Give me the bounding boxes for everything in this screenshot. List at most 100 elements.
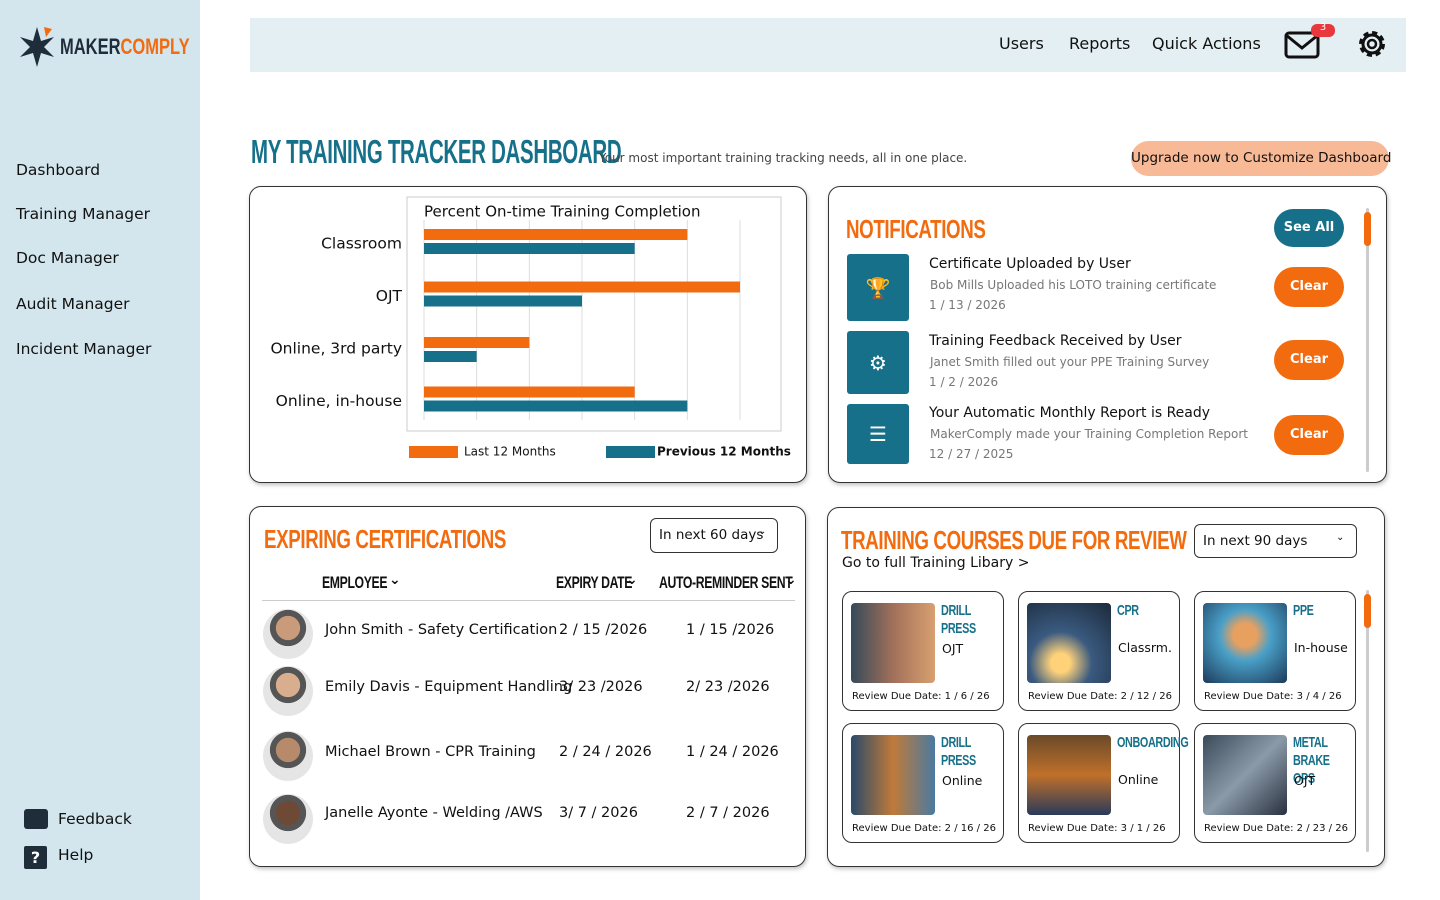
- column-header[interactable]: AUTO-REMINDER SENT: [659, 573, 793, 592]
- header-link[interactable]: Reports: [1069, 34, 1131, 53]
- feedback-icon: [24, 809, 48, 829]
- sidebar: [0, 0, 200, 900]
- category-label: OJT: [376, 287, 403, 305]
- footer-link[interactable]: Help: [58, 846, 94, 864]
- logo-icon: [20, 27, 54, 67]
- nav-item[interactable]: Doc Manager: [16, 249, 119, 267]
- icon-glyph: 🏆: [865, 275, 891, 300]
- mail-icon[interactable]: [1283, 22, 1339, 66]
- reminder-date: 2/ 23 /2026: [686, 679, 770, 695]
- reminder-date: 1 / 15 /2026: [686, 622, 775, 638]
- notification-date: 1 / 2 / 2026: [929, 375, 999, 389]
- notification-date: 1 / 13 / 2026: [929, 298, 1006, 312]
- notification-icon: [847, 331, 909, 394]
- help-mark: ?: [30, 848, 41, 867]
- course-name: CPR: [1117, 602, 1139, 619]
- filter-dropdown[interactable]: In next 60 days: [650, 518, 778, 553]
- filter-dropdown[interactable]: In next 90 days: [1194, 524, 1357, 558]
- chart-title: Percent On-time Training Completion: [424, 203, 700, 221]
- upgrade-button[interactable]: Upgrade now to Customize Dashboard: [1131, 141, 1391, 176]
- reminder-date: 2 / 7 / 2026: [686, 805, 770, 821]
- header-bar: [250, 18, 1406, 72]
- course-type: Online: [1118, 772, 1159, 787]
- chevron: ⌄: [758, 526, 767, 537]
- category-label: Online, in-house: [276, 392, 402, 410]
- clear-button[interactable]: Clear: [1274, 415, 1344, 455]
- nav-item[interactable]: Training Manager: [16, 205, 151, 223]
- settings-icon[interactable]: [1354, 26, 1390, 62]
- legend-swatch: [409, 446, 458, 458]
- scroll-thumb: [1364, 594, 1371, 628]
- course-name: ONBOARDING: [1117, 734, 1189, 751]
- legend-label: Previous 12 Months: [657, 445, 791, 459]
- review-due: Review Due Date: 3 / 4 / 26: [1204, 691, 1342, 702]
- bar: [424, 386, 635, 398]
- icon-glyph: ☰: [869, 422, 887, 446]
- course-image: [851, 735, 935, 815]
- bar: [424, 229, 688, 240]
- notification-title: Your Automatic Monthly Report is Ready: [929, 405, 1211, 421]
- column-header[interactable]: EMPLOYEE: [322, 573, 388, 592]
- category-label: Classroom: [321, 235, 402, 253]
- review-due: Review Due Date: 3 / 1 / 26: [1028, 823, 1166, 834]
- course-type: Online: [942, 773, 983, 788]
- course-image: [1027, 603, 1111, 683]
- legend-label: Last 12 Months: [464, 445, 556, 459]
- page-subtitle: Your most important training tracking ne…: [599, 151, 968, 165]
- employee-cert: Emily Davis - Equipment Handling: [325, 679, 573, 695]
- brand-part: COMPLY: [120, 34, 190, 59]
- course-image: [1203, 735, 1287, 815]
- library-link[interactable]: Go to full Training Libary >: [842, 555, 1030, 571]
- icon-glyph: ⚙: [869, 350, 887, 375]
- scrollbar: [1366, 208, 1369, 472]
- employee-cert: John Smith - Safety Certification: [325, 622, 558, 638]
- see-all-button[interactable]: See All: [1274, 209, 1344, 247]
- reminder-date: 1 / 24 / 2026: [686, 744, 779, 760]
- notification-icon: [847, 254, 909, 321]
- notification-detail: Bob Mills Uploaded his LOTO training cer…: [930, 278, 1217, 292]
- clear-button[interactable]: Clear: [1274, 267, 1344, 307]
- section-title: NOTIFICATIONS: [846, 214, 986, 244]
- course-type: In-house: [1294, 640, 1348, 655]
- notification-date: 12 / 27 / 2025: [929, 447, 1014, 461]
- expiry-date: 3/ 7 / 2026: [559, 805, 638, 821]
- course-image: [851, 603, 935, 683]
- footer-link[interactable]: Feedback: [58, 810, 132, 828]
- review-due: Review Due Date: 2 / 16 / 26: [852, 823, 996, 834]
- column-header[interactable]: EXPIRY DATE: [556, 573, 633, 592]
- nav-item[interactable]: Incident Manager: [16, 340, 152, 358]
- review-due: Review Due Date: 1 / 6 / 26: [852, 691, 990, 702]
- brand-part: MAKER: [60, 34, 121, 59]
- notification-detail: MakerComply made your Training Completio…: [930, 427, 1248, 441]
- expiry-date: 3/ 23 /2026: [559, 679, 643, 695]
- nav-item[interactable]: Dashboard: [16, 161, 101, 179]
- clear-button[interactable]: Clear: [1274, 340, 1344, 380]
- employee-cert: Janelle Ayonte - Welding /AWS: [325, 805, 543, 821]
- avatar: [263, 666, 313, 716]
- scroll-thumb: [1364, 212, 1371, 246]
- plot-frame: [406, 196, 782, 432]
- sort-chevron: ⌄: [389, 572, 401, 588]
- header-link[interactable]: Users: [999, 34, 1044, 53]
- nav-item[interactable]: Audit Manager: [16, 295, 130, 313]
- expiry-date: 2 / 15 /2026: [559, 622, 648, 638]
- course-image: [1203, 603, 1287, 683]
- course-type: OJT: [942, 641, 964, 656]
- course-image: [1027, 735, 1111, 815]
- bar: [424, 337, 530, 348]
- course-name: DRILL PRESS: [941, 734, 976, 769]
- header-link[interactable]: Quick Actions: [1152, 34, 1261, 53]
- bar: [424, 295, 582, 307]
- expiry-date: 2 / 24 / 2026: [559, 744, 652, 760]
- section-title: TRAINING COURSES DUE FOR REVIEW: [841, 525, 1187, 555]
- sort-chevron: ⌄: [626, 572, 638, 588]
- sort-chevron: ⌄: [785, 572, 797, 588]
- expiring-card: [249, 506, 806, 867]
- course-type: OJT: [1294, 773, 1316, 788]
- notification-title: Training Feedback Received by User: [929, 333, 1182, 349]
- section-title: EXPIRING CERTIFICATIONS: [264, 524, 507, 554]
- bar: [424, 400, 688, 412]
- chart: Percent On-time Training Completion Class…: [270, 196, 791, 459]
- employee-cert: Michael Brown - CPR Training: [325, 744, 536, 760]
